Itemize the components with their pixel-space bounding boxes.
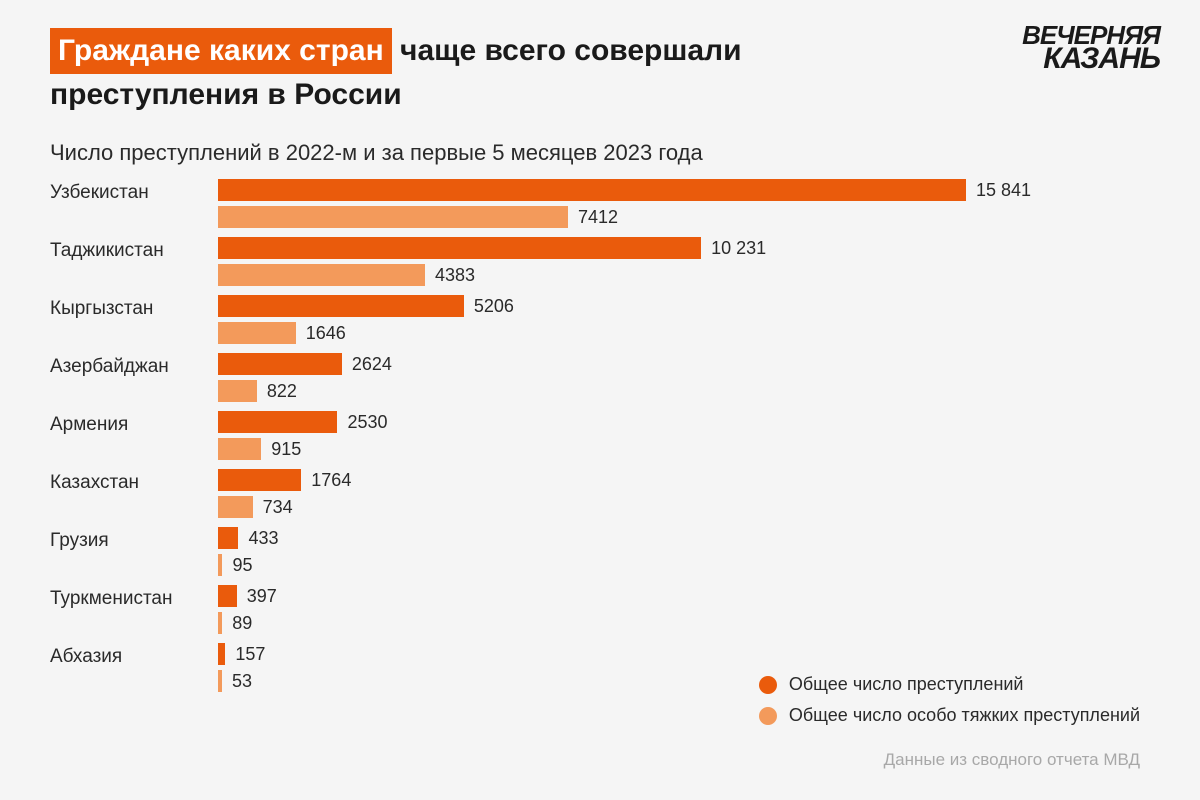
bar-primary-wrap: 1764 [218,468,1150,492]
category-label: Азербайджан [50,352,218,378]
bar-primary-wrap: 397 [218,584,1150,608]
bar-group: 2624 822 [218,352,1150,406]
bar-group: 1764 734 [218,468,1150,522]
bar-group: 15 841 7412 [218,178,1150,232]
bar-primary-wrap: 5206 [218,294,1150,318]
source-note: Данные из сводного отчета МВД [884,750,1140,770]
legend-label-secondary: Общее число особо тяжких преступлений [789,705,1140,726]
bar-group: 2530 915 [218,410,1150,464]
value-label-primary: 15 841 [976,180,1031,201]
value-label-primary: 157 [235,644,265,665]
bar-primary [218,585,237,607]
legend-dot-primary [759,676,777,694]
chart-row: Азербайджан 2624 822 [50,352,1150,406]
bar-group: 39789 [218,584,1150,638]
value-label-primary: 433 [248,528,278,549]
bar-secondary-wrap: 915 [218,437,1150,461]
bar-secondary [218,438,261,460]
bar-secondary [218,496,253,518]
bar-secondary-wrap: 7412 [218,205,1150,229]
bar-primary [218,179,966,201]
bar-primary-wrap: 15 841 [218,178,1150,202]
bar-secondary-wrap: 89 [218,611,1150,635]
chart-row: Туркменистан39789 [50,584,1150,638]
value-label-secondary: 4383 [435,265,475,286]
value-label-secondary: 7412 [578,207,618,228]
legend-dot-secondary [759,707,777,725]
bar-secondary [218,612,222,634]
bar-group: 10 231 4383 [218,236,1150,290]
chart-row: Грузия43395 [50,526,1150,580]
bar-secondary [218,554,222,576]
chart-subtitle: Число преступлений в 2022-м и за первые … [0,126,1200,172]
value-label-secondary: 1646 [306,323,346,344]
bar-group: 43395 [218,526,1150,580]
category-label: Абхазия [50,642,218,668]
value-label-secondary: 915 [271,439,301,460]
category-label: Кыргызстан [50,294,218,320]
value-label-primary: 2624 [352,354,392,375]
value-label-secondary: 734 [263,497,293,518]
page-title: Граждане каких стран чаще всего совершал… [50,28,1150,74]
title-highlight: Граждане каких стран [50,28,392,74]
chart-row: Таджикистан 10 231 4383 [50,236,1150,290]
bar-secondary-wrap: 822 [218,379,1150,403]
bar-primary [218,469,301,491]
bar-primary [218,353,342,375]
bar-primary [218,411,337,433]
value-label-secondary: 822 [267,381,297,402]
bar-secondary [218,206,568,228]
value-label-primary: 1764 [311,470,351,491]
category-label: Узбекистан [50,178,218,204]
bar-primary-wrap: 157 [218,642,1150,666]
chart-row: Армения 2530 915 [50,410,1150,464]
bar-primary [218,237,701,259]
legend: Общее число преступлений Общее число осо… [759,674,1140,736]
legend-item-primary: Общее число преступлений [759,674,1140,695]
value-label-secondary: 53 [232,671,252,692]
bar-primary-wrap: 2624 [218,352,1150,376]
bar-group: 5206 1646 [218,294,1150,348]
bar-primary-wrap: 10 231 [218,236,1150,260]
publisher-logo: ВЕЧЕРНЯЯ КАЗАНЬ [1010,24,1160,76]
legend-item-secondary: Общее число особо тяжких преступлений [759,705,1140,726]
value-label-primary: 2530 [347,412,387,433]
bar-secondary [218,670,222,692]
category-label: Грузия [50,526,218,552]
category-label: Казахстан [50,468,218,494]
bar-primary-wrap: 433 [218,526,1150,550]
bar-secondary [218,380,257,402]
legend-label-primary: Общее число преступлений [789,674,1024,695]
bar-secondary-wrap: 4383 [218,263,1150,287]
bar-primary [218,527,238,549]
bar-secondary-wrap: 1646 [218,321,1150,345]
page-title-line2: преступления в России [50,74,1150,116]
value-label-primary: 5206 [474,296,514,317]
category-label: Таджикистан [50,236,218,262]
bar-primary [218,643,225,665]
chart-row: Узбекистан 15 841 7412 [50,178,1150,232]
bar-secondary-wrap: 734 [218,495,1150,519]
bar-primary [218,295,464,317]
value-label-secondary: 89 [232,613,252,634]
title-rest-1: чаще всего совершали [392,34,742,67]
bar-primary-wrap: 2530 [218,410,1150,434]
chart-row: Казахстан 1764 734 [50,468,1150,522]
chart-row: Кыргызстан 5206 1646 [50,294,1150,348]
bar-secondary [218,322,296,344]
bar-secondary [218,264,425,286]
value-label-secondary: 95 [232,555,252,576]
bar-secondary-wrap: 95 [218,553,1150,577]
category-label: Туркменистан [50,584,218,610]
header: Граждане каких стран чаще всего совершал… [0,0,1200,126]
category-label: Армения [50,410,218,436]
bar-chart: Узбекистан 15 841 7412 Таджикистан 10 231 438… [0,172,1200,696]
value-label-primary: 10 231 [711,238,766,259]
value-label-primary: 397 [247,586,277,607]
